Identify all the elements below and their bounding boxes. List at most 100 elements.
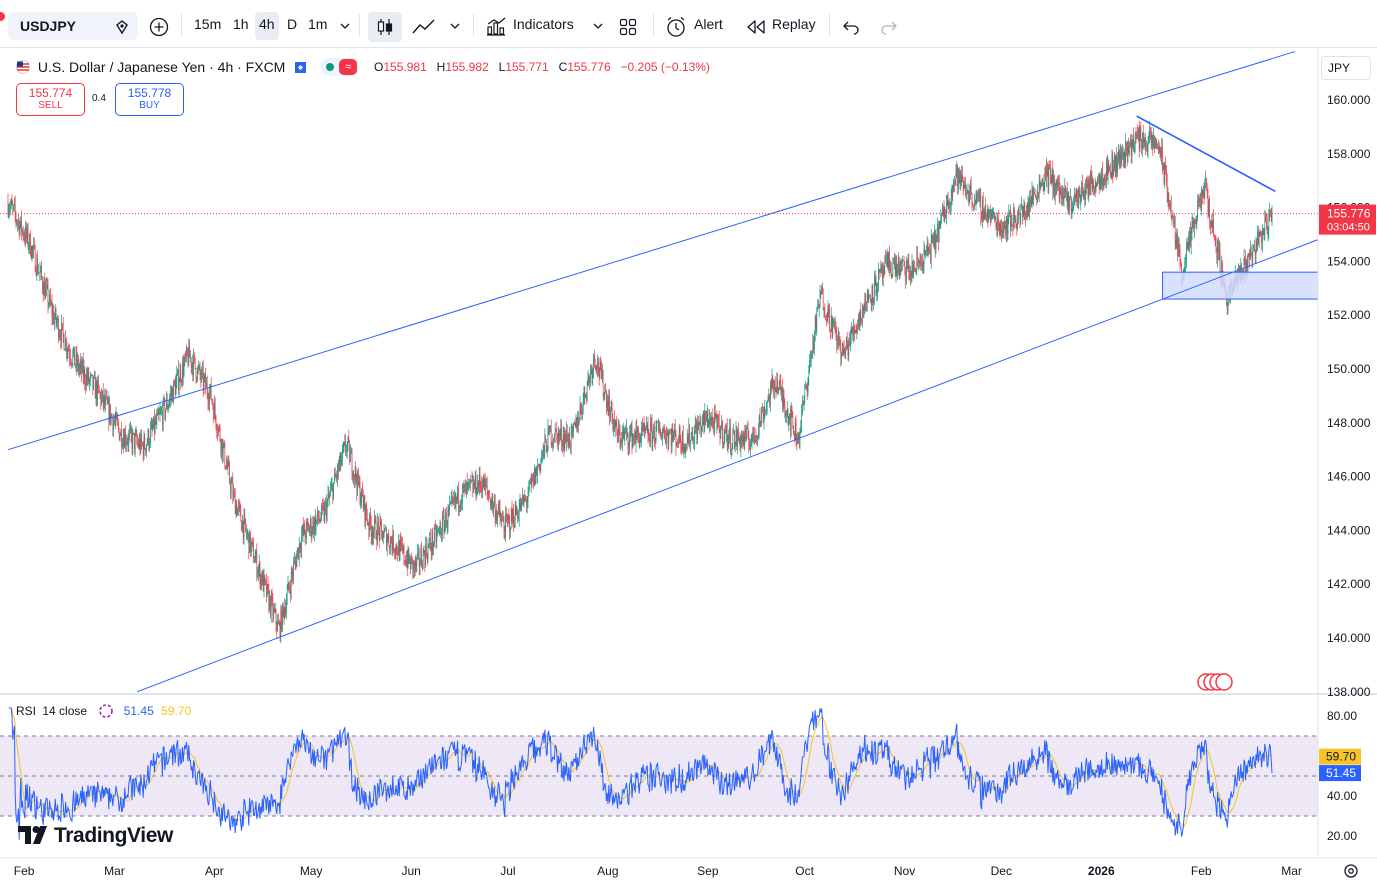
chart-settings-gear-icon[interactable] [1344, 864, 1358, 878]
candle-body [133, 432, 134, 434]
candle-body [722, 442, 724, 444]
candle-body [892, 263, 894, 275]
sell-button[interactable]: 155.774 SELL [16, 83, 85, 116]
candle-body [674, 427, 676, 434]
symbol-text: USDJPY [20, 18, 77, 34]
candle-body [178, 369, 179, 390]
alert-button[interactable]: Alert [694, 16, 723, 32]
candle-body [1044, 169, 1046, 183]
candle-body [990, 216, 992, 223]
market-status-icon[interactable]: ≈ [320, 58, 361, 77]
candle-body [338, 463, 340, 471]
indicators-icon[interactable] [485, 17, 507, 37]
candle-body [1189, 230, 1190, 246]
candle-body [967, 191, 969, 194]
timeframe-1h[interactable]: 1h [233, 16, 249, 32]
candle-body [1073, 205, 1074, 208]
candle-body [423, 550, 425, 554]
compare-add-icon[interactable] [149, 17, 169, 37]
chart-canvas[interactable]: 160.000158.000156.000154.000152.000150.0… [0, 48, 1377, 886]
time-axis[interactable]: Feb Mar Apr May Jun Jul Aug Sep Oct Nov Dec 2026 Feb… [14, 864, 1377, 878]
candle-body [635, 427, 637, 444]
candle-body [648, 437, 650, 438]
timeframe-1m[interactable]: 1m [308, 16, 328, 32]
candle-body [45, 287, 46, 299]
symbol-search-button[interactable]: USDJPY [8, 12, 138, 40]
candle-body [250, 543, 252, 553]
candle-body [264, 575, 266, 580]
candle-body [678, 443, 679, 445]
candle-body [254, 557, 256, 563]
candles-chart-type-button[interactable] [368, 12, 402, 42]
candle-body [934, 230, 936, 249]
timeframe-chevron-down-icon[interactable] [339, 21, 351, 31]
indicators-button[interactable]: Indicators [513, 16, 574, 32]
favorite-icon[interactable] [114, 19, 130, 35]
candle-body [1087, 183, 1089, 198]
redo-icon[interactable] [880, 19, 898, 35]
candle-body [1216, 247, 1218, 261]
candle-body [164, 399, 166, 417]
undo-icon[interactable] [842, 19, 860, 35]
candle-body [1174, 219, 1175, 224]
candle-body [725, 429, 726, 433]
candle-body [81, 360, 82, 373]
candle-body [814, 332, 815, 350]
candle-body [958, 168, 960, 184]
candle-body [657, 421, 658, 423]
candle-body [1250, 248, 1252, 257]
candle-body [758, 429, 759, 437]
candle-body [972, 203, 974, 206]
candle-body [566, 429, 568, 440]
candle-body [1143, 140, 1145, 143]
candle-body [915, 271, 917, 273]
candle-body [270, 596, 271, 615]
candle-body [1164, 164, 1166, 183]
candle-body [221, 439, 222, 452]
rsi-pane[interactable] [0, 707, 1318, 840]
candle-body [496, 512, 498, 520]
candle-body [463, 486, 465, 488]
candle-body [1218, 248, 1220, 252]
templates-grid-icon[interactable] [619, 18, 637, 36]
candle-body [1046, 164, 1048, 168]
candle-body [1034, 191, 1035, 195]
candle-body [293, 563, 294, 577]
timeframe-4h[interactable]: 4h [259, 16, 275, 32]
rsi-name[interactable]: RSI [16, 704, 37, 718]
candle-body [978, 193, 980, 199]
candle-body [674, 427, 675, 435]
legend-title[interactable]: U.S. Dollar / Japanese Yen · 4h · FXCM [37, 59, 286, 76]
price-axis[interactable]: 160.000158.000156.000154.000152.000150.0… [1327, 93, 1371, 699]
source-link-icon[interactable] [98, 703, 114, 719]
candle-body [318, 510, 319, 520]
price-pane[interactable] [0, 51, 1318, 692]
candle-body [365, 504, 366, 522]
candle-body [760, 422, 762, 425]
candle-body [1192, 220, 1194, 224]
tradingview-logo[interactable]: TradingView [18, 824, 173, 848]
drawing-chevron-down-icon[interactable] [449, 21, 461, 31]
indicators-chevron-down-icon[interactable] [592, 21, 604, 31]
candle-body [810, 352, 812, 360]
timeframe-15m[interactable]: 15m [194, 16, 222, 32]
candle-body [838, 331, 839, 343]
candle-body [14, 204, 16, 215]
candle-body [335, 475, 337, 478]
candle-body [749, 444, 750, 450]
currency-selector[interactable]: JPY [1321, 56, 1371, 80]
replay-button[interactable]: Replay [772, 16, 816, 32]
alert-clock-icon[interactable] [665, 16, 687, 38]
candle-body [850, 327, 852, 338]
timeframe-d[interactable]: D [287, 16, 298, 32]
buy-button[interactable]: 155.778 BUY [115, 83, 184, 116]
candle-body [651, 423, 653, 444]
candle-body [437, 530, 438, 534]
candle-body [1170, 202, 1172, 217]
replay-icon[interactable] [746, 19, 766, 35]
candle-body [21, 216, 22, 232]
candle-body [174, 383, 176, 395]
candle-body [200, 374, 202, 380]
drawing-line-icon[interactable] [412, 18, 436, 36]
